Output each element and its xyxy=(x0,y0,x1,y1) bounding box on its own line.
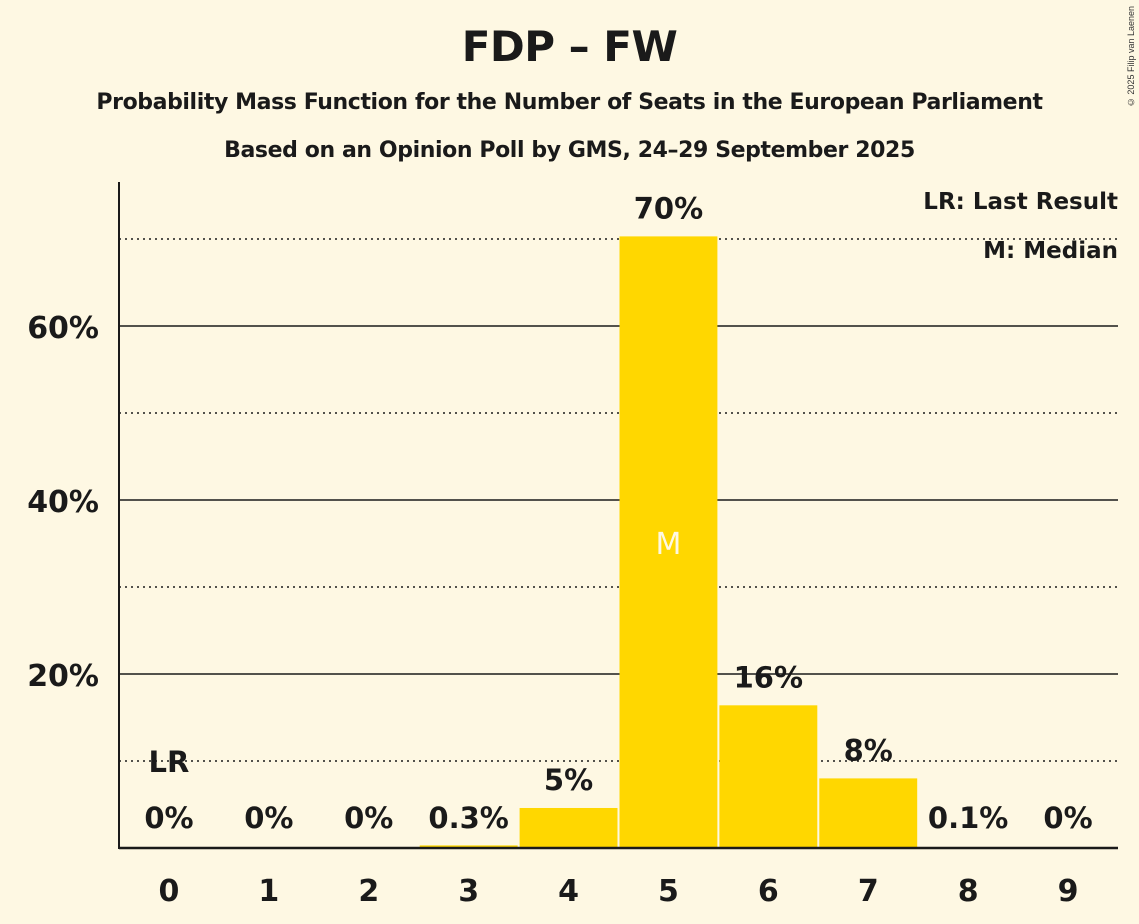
data-label: 16% xyxy=(734,660,803,694)
median-marker: M xyxy=(656,527,682,562)
bars xyxy=(419,236,1018,848)
data-label: 0.1% xyxy=(928,801,1008,835)
chart-title: FDP – FW xyxy=(461,22,678,71)
bar-5 xyxy=(619,236,718,848)
axes: 20% 40% 60% 0 1 2 3 4 5 6 7 8 9 xyxy=(27,182,1118,909)
x-tick-label: 0 xyxy=(159,874,180,909)
gridlines xyxy=(119,238,1118,762)
x-tick-label: 5 xyxy=(658,874,679,909)
chart-subtitle: Probability Mass Function for the Number… xyxy=(96,90,1043,115)
data-label: 8% xyxy=(844,733,893,767)
data-label: 0% xyxy=(244,801,293,835)
bar-6 xyxy=(719,705,818,848)
data-label: 5% xyxy=(544,763,593,797)
data-label: 0% xyxy=(344,801,393,835)
y-tick-label: 20% xyxy=(27,659,99,694)
chart-source: Based on an Opinion Poll by GMS, 24–29 S… xyxy=(224,138,915,163)
x-tick-label: 3 xyxy=(458,874,479,909)
data-label: 0% xyxy=(144,801,193,835)
bar-4 xyxy=(519,807,618,848)
x-tick-label: 6 xyxy=(758,874,779,909)
x-tick-label: 7 xyxy=(858,874,879,909)
y-tick-label: 40% xyxy=(27,485,99,520)
data-labels: 0% LR 0% 0% 0.3% 5% 70% M 16% 8% 0.1% 0% xyxy=(144,191,1092,835)
bar-7 xyxy=(819,778,918,848)
y-tick-label: 60% xyxy=(27,311,99,346)
x-tick-label: 1 xyxy=(258,874,279,909)
x-tick-label: 2 xyxy=(358,874,379,909)
data-label: 0.3% xyxy=(428,801,508,835)
data-label: 0% xyxy=(1043,801,1092,835)
x-tick-label: 8 xyxy=(958,874,979,909)
x-tick-label: 9 xyxy=(1058,874,1079,909)
data-label: 70% xyxy=(634,191,703,225)
legend-median: M: Median xyxy=(983,238,1118,264)
last-result-marker: LR xyxy=(149,745,190,779)
legend-last-result: LR: Last Result xyxy=(923,189,1118,215)
bar-3 xyxy=(419,845,518,848)
x-tick-label: 4 xyxy=(558,874,579,909)
